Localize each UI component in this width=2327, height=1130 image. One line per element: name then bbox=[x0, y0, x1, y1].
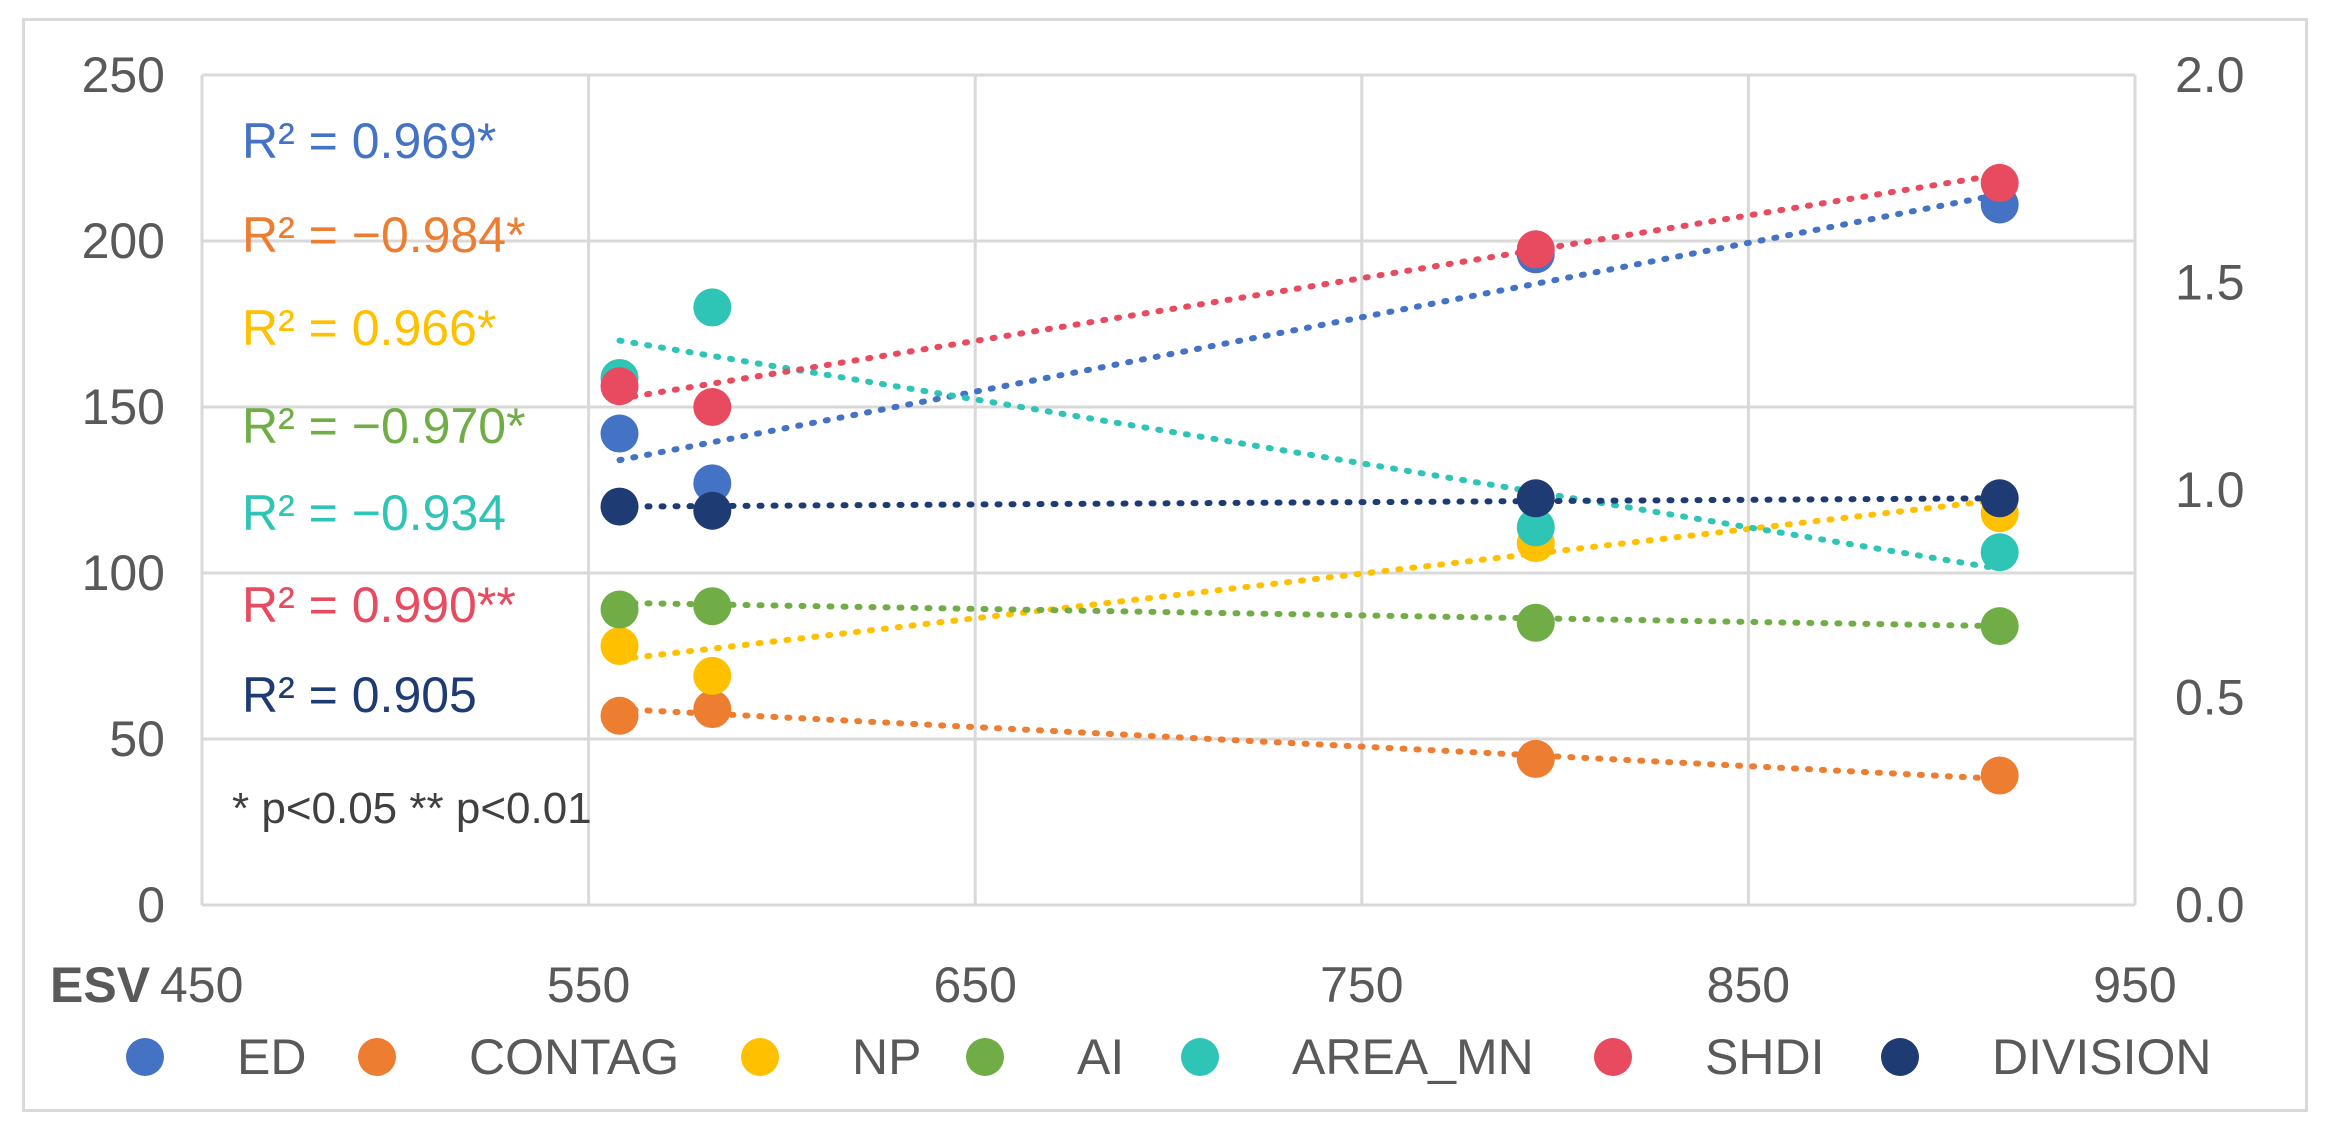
point-ai bbox=[600, 590, 639, 629]
left-axis-tick-label: 200 bbox=[82, 213, 165, 269]
r2-label-shdi: R² = 0.990** bbox=[242, 577, 516, 633]
right-axis-tick-label: 0.0 bbox=[2175, 877, 2245, 933]
r2-label-division: R² = 0.905 bbox=[242, 667, 477, 723]
legend-marker-ai bbox=[966, 1038, 1004, 1076]
axes: 0 50 100 150 200 250 0.0 0.5 1.0 1.5 2.0 450 550 650 7… bbox=[50, 47, 2245, 1013]
r2-label-area-mn: R² = −0.934 bbox=[242, 485, 506, 541]
point-contag bbox=[1980, 756, 2019, 795]
point-ai bbox=[1516, 603, 1555, 642]
point-shdi bbox=[1980, 163, 2019, 202]
right-axis-tick-label: 0.5 bbox=[2175, 670, 2245, 726]
trend-lines bbox=[616, 171, 2003, 782]
r2-label-ai: R² = −0.970* bbox=[242, 398, 526, 454]
x-axis-tick-label: 750 bbox=[1320, 957, 1403, 1013]
left-axis-tick-label: 100 bbox=[82, 545, 165, 601]
point-contag bbox=[693, 690, 732, 729]
legend-marker-division bbox=[1881, 1038, 1919, 1076]
legend-label-ai: AI bbox=[1077, 1029, 1124, 1085]
trendline-ed bbox=[616, 191, 2003, 464]
right-axis-tick-label: 1.5 bbox=[2175, 255, 2245, 311]
point-division bbox=[1516, 479, 1555, 518]
legend-label-np: NP bbox=[852, 1029, 921, 1085]
point-shdi bbox=[1516, 230, 1555, 269]
legend-marker-contag bbox=[358, 1038, 396, 1076]
legend-label-division: DIVISION bbox=[1992, 1029, 2211, 1085]
point-contag bbox=[1516, 739, 1555, 778]
trendline-ai bbox=[616, 599, 2003, 630]
legend-marker-np bbox=[741, 1038, 779, 1076]
legend-marker-shdi bbox=[1594, 1038, 1632, 1076]
point-division bbox=[693, 491, 732, 530]
point-division bbox=[600, 487, 639, 526]
trendline-contag bbox=[616, 706, 2003, 782]
x-axis-tick-label: 550 bbox=[547, 957, 630, 1013]
right-axis-tick-label: 1.0 bbox=[2175, 462, 2245, 518]
point-ed bbox=[600, 414, 639, 453]
trendline-division bbox=[616, 495, 2003, 510]
trendline-shdi bbox=[616, 171, 2003, 402]
chart-frame bbox=[22, 18, 2308, 1112]
trendline-np bbox=[616, 496, 2003, 663]
legend-label-contag: CONTAG bbox=[469, 1029, 679, 1085]
legend-label-area-mn: AREA_MN bbox=[1292, 1029, 1534, 1085]
legend-label-ed: ED bbox=[237, 1029, 306, 1085]
point-shdi bbox=[600, 367, 639, 406]
point-area-mn bbox=[1980, 533, 2019, 572]
legend-marker-area-mn bbox=[1181, 1038, 1219, 1076]
r2-label-np: R² = 0.966* bbox=[242, 300, 496, 356]
point-area-mn bbox=[693, 288, 732, 327]
trendline-area-mn bbox=[616, 337, 2003, 572]
r2-label-contag: R² = −0.984* bbox=[242, 207, 526, 263]
r2-label-ed: R² = 0.969* bbox=[242, 113, 496, 169]
left-axis-tick-label: 50 bbox=[109, 711, 165, 767]
x-axis-label: ESV bbox=[50, 957, 151, 1013]
left-axis-tick-label: 250 bbox=[82, 47, 165, 103]
point-shdi bbox=[693, 388, 732, 426]
point-division bbox=[1980, 479, 2019, 518]
legend-label-shdi: SHDI bbox=[1705, 1029, 1824, 1085]
x-axis-tick-label: 850 bbox=[1707, 957, 1790, 1013]
left-axis-tick-label: 0 bbox=[137, 877, 165, 933]
legend: ED CONTAG NP AI AREA_MN SHDI DIVISION bbox=[126, 1029, 2211, 1085]
right-axis-tick-label: 2.0 bbox=[2175, 47, 2245, 103]
point-np bbox=[693, 656, 732, 695]
point-ai bbox=[693, 587, 732, 626]
left-axis-tick-label: 150 bbox=[82, 379, 165, 435]
r-squared-labels: R² = 0.969* R² = −0.984* R² = 0.966* R² = −… bbox=[232, 113, 592, 833]
point-area-mn bbox=[1516, 508, 1555, 547]
point-ai bbox=[1980, 607, 2019, 646]
data-points bbox=[600, 163, 2019, 795]
x-axis-tick-label: 650 bbox=[933, 957, 1016, 1013]
point-ed bbox=[693, 464, 732, 503]
point-contag bbox=[600, 696, 639, 735]
x-axis-tick-label: 950 bbox=[2093, 957, 2176, 1013]
significance-note: * p<0.05 ** p<0.01 bbox=[232, 784, 592, 833]
legend-marker-ed bbox=[126, 1038, 164, 1076]
point-np bbox=[600, 627, 639, 666]
grid-lines bbox=[200, 73, 2137, 907]
x-axis-tick-label: 450 bbox=[160, 957, 243, 1013]
